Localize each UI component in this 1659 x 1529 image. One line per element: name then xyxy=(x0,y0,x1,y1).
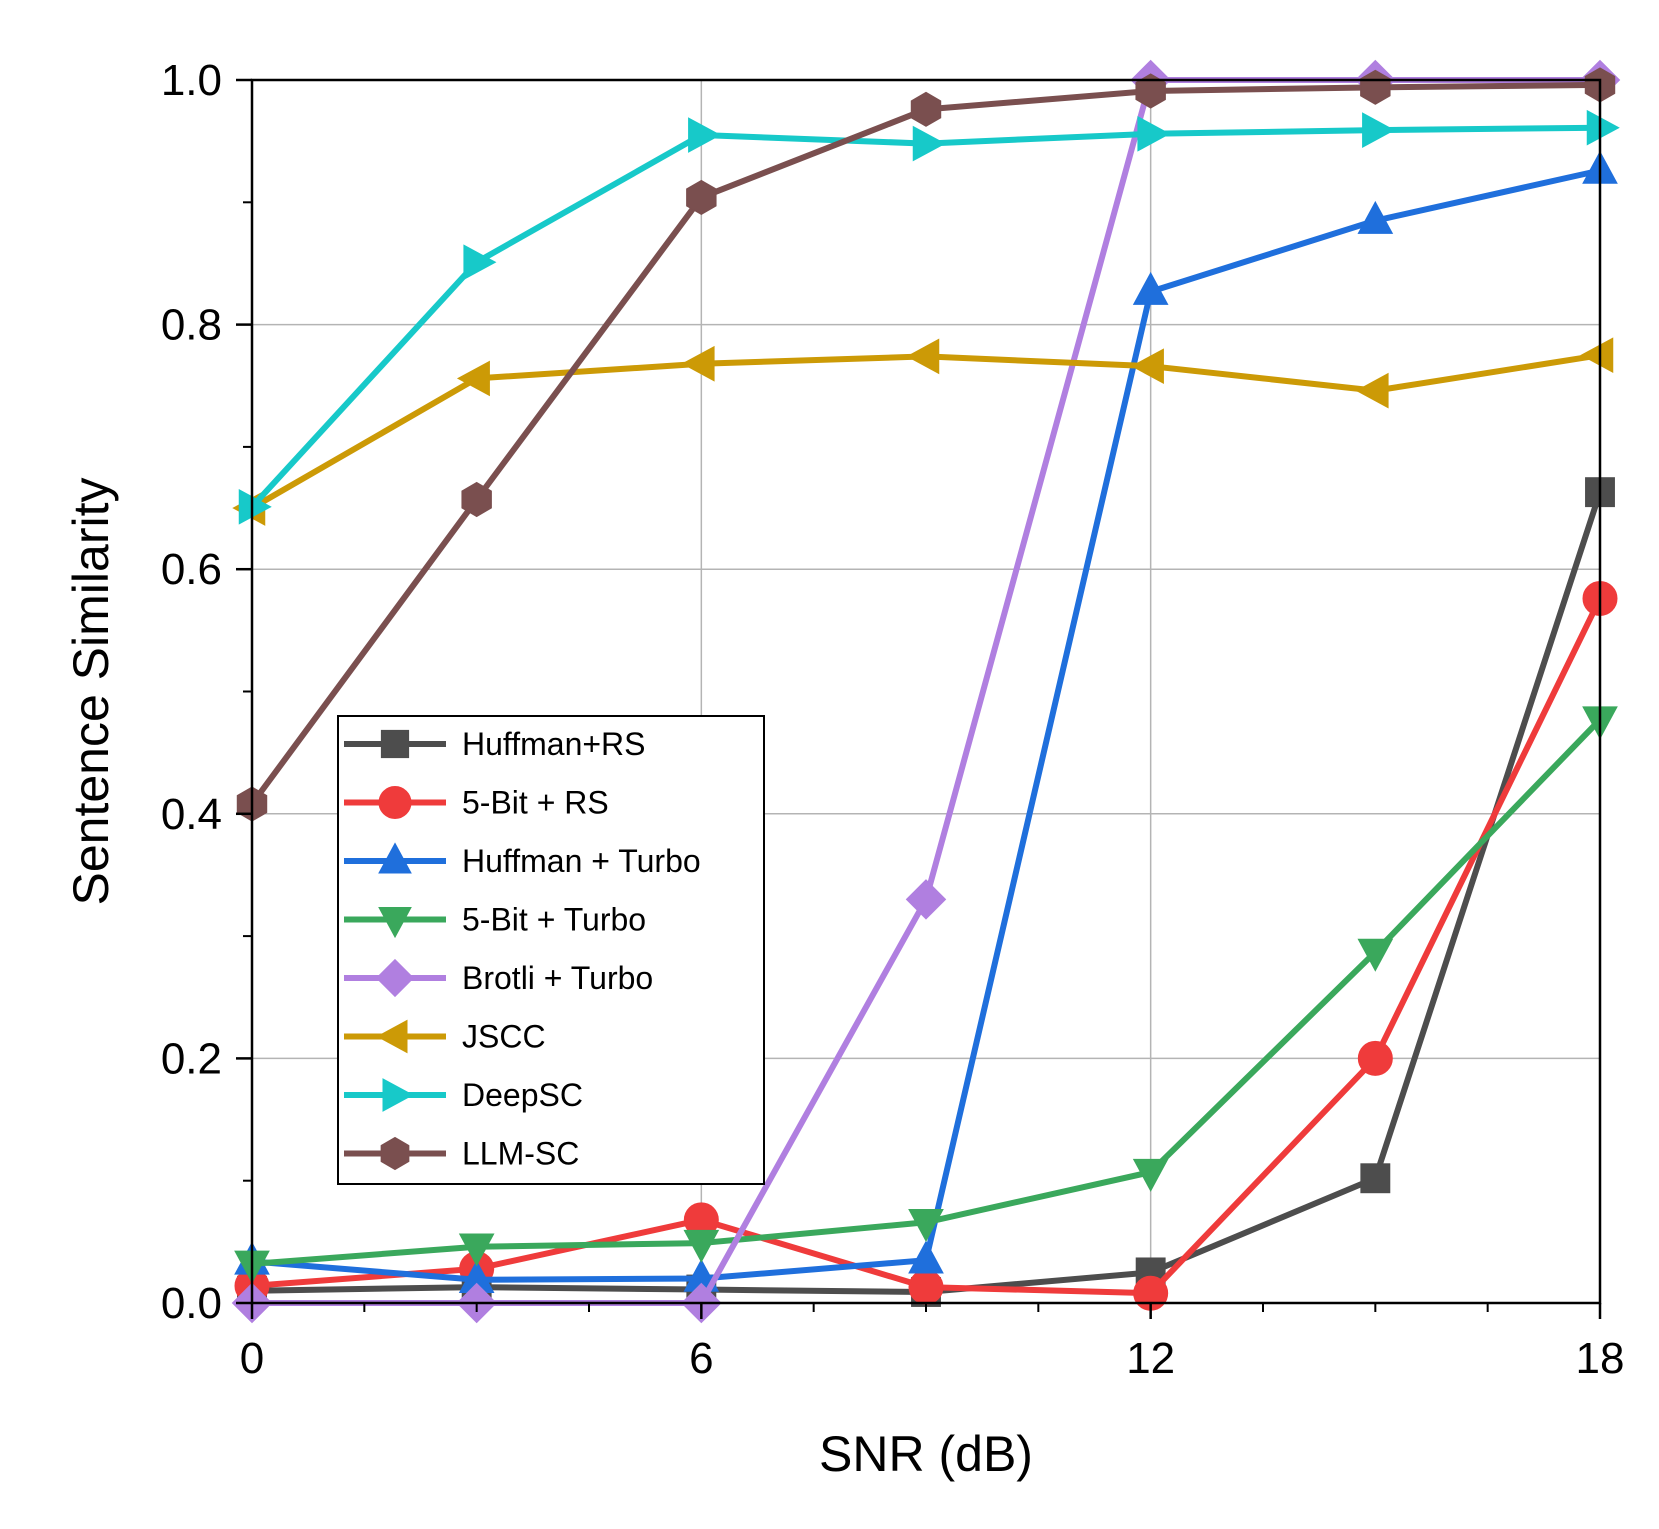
legend-item-deepsc: DeepSC xyxy=(344,1077,583,1113)
legend-item-llm-sc: LLM-SC xyxy=(344,1136,579,1172)
data-point-huffman-turbo xyxy=(908,1240,944,1274)
data-point-jscc xyxy=(1130,348,1164,385)
legend-marker xyxy=(380,1136,410,1171)
data-point-brotli-turbo xyxy=(905,879,947,920)
data-point-deepsc xyxy=(1137,115,1171,152)
legend-label: Huffman+RS xyxy=(462,726,646,762)
legend-marker xyxy=(376,1019,408,1054)
data-point-jscc xyxy=(681,345,715,382)
series-jscc xyxy=(232,337,1614,526)
series-llm-sc xyxy=(236,67,1616,822)
legend-label: JSCC xyxy=(462,1019,546,1055)
legend-item-huffman-turbo: Huffman + Turbo xyxy=(344,842,701,879)
data-point-huffman-turbo xyxy=(1357,200,1394,234)
data-point-huffman-rs xyxy=(1360,1163,1391,1194)
axis-ticks: 0 6 12 18 0.0 0.2 0.4 0.6 0.8 1.0 xyxy=(161,56,1625,1383)
data-point-deepsc xyxy=(912,125,946,162)
data-point-5-bit-rs xyxy=(908,1269,944,1305)
legend-marker xyxy=(378,786,412,819)
data-point-huffman-turbo xyxy=(1132,271,1169,305)
legend-label: LLM-SC xyxy=(462,1136,579,1172)
legend-item-jscc: JSCC xyxy=(344,1019,546,1055)
data-point-5-bit-rs xyxy=(1357,1040,1393,1076)
data-point-deepsc xyxy=(238,488,272,525)
legend-marker xyxy=(380,729,410,759)
data-point-deepsc xyxy=(1362,112,1396,148)
y-tick-label: 0.6 xyxy=(161,545,222,594)
data-point-deepsc xyxy=(688,117,722,153)
x-tick-label: 6 xyxy=(689,1334,713,1383)
legend-marker xyxy=(382,1078,414,1112)
y-tick-label: 0.2 xyxy=(161,1034,222,1083)
legend: Huffman+RS 5-Bit + RS Huffman + Turbo 5-Bit… xyxy=(337,715,765,1185)
data-point-jscc xyxy=(456,360,490,397)
legend-item-brotli-turbo: Brotli + Turbo xyxy=(344,958,653,998)
legend-marker xyxy=(378,907,412,939)
y-tick-label: 0.8 xyxy=(161,301,222,350)
legend-label: 5-Bit + Turbo xyxy=(462,902,646,938)
legend-label: DeepSC xyxy=(462,1077,583,1113)
data-point-5-bit-turbo xyxy=(908,1209,944,1243)
y-tick-label: 1.0 xyxy=(161,56,222,105)
data-point-5-bit-turbo xyxy=(1132,1158,1169,1192)
data-point-jscc xyxy=(1355,372,1389,409)
series-layer xyxy=(231,59,1621,1324)
x-tick-label: 12 xyxy=(1126,1334,1175,1383)
data-point-llm-sc xyxy=(1135,73,1166,109)
series-line-jscc xyxy=(249,352,1603,512)
y-tick-label: 0.0 xyxy=(161,1279,222,1328)
series-line-deepsc xyxy=(249,124,1603,510)
data-point-llm-sc xyxy=(910,91,942,127)
data-point-deepsc xyxy=(463,244,497,281)
y-axis-title: Sentence Similarity xyxy=(63,478,119,906)
data-point-5-bit-turbo xyxy=(683,1229,720,1263)
data-point-llm-sc xyxy=(461,481,492,518)
data-point-5-bit-turbo xyxy=(1357,938,1394,972)
data-point-deepsc xyxy=(1586,109,1620,146)
legend-item-5-bit-rs: 5-Bit + RS xyxy=(344,785,609,821)
legend-label: Huffman + Turbo xyxy=(462,843,701,879)
legend-item-5-bit-turbo: 5-Bit + Turbo xyxy=(344,902,646,939)
y-tick-label: 0.4 xyxy=(161,790,222,839)
legend-marker xyxy=(375,958,415,998)
legend-label: Brotli + Turbo xyxy=(462,960,653,996)
x-tick-label: 18 xyxy=(1576,1334,1625,1383)
legend-label: 5-Bit + RS xyxy=(462,785,609,821)
series-deepsc xyxy=(238,109,1620,525)
data-point-jscc xyxy=(1580,337,1614,374)
x-tick-label: 0 xyxy=(240,1334,264,1383)
data-point-jscc xyxy=(906,338,940,375)
series-line-llm-sc xyxy=(249,81,1603,808)
data-point-5-bit-turbo xyxy=(458,1233,495,1267)
legend-marker xyxy=(378,842,412,874)
data-point-llm-sc xyxy=(686,179,717,215)
x-axis-title: SNR (dB) xyxy=(819,1426,1033,1482)
legend-item-huffman-rs: Huffman+RS xyxy=(344,726,646,762)
